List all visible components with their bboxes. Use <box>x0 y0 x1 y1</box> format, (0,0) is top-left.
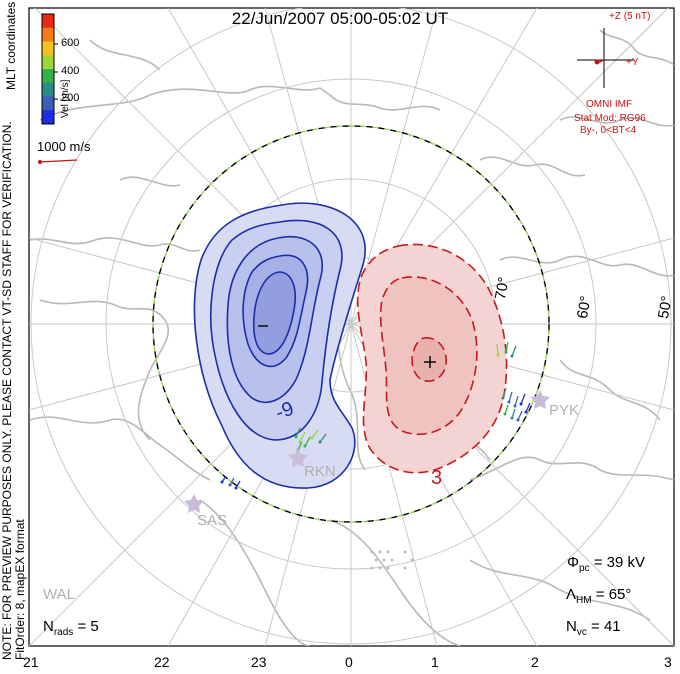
imf-z-label: +Z (5 nT) <box>609 11 651 22</box>
mlt-tick-1: 1 <box>431 654 439 670</box>
colorbar-tick-600: 600 <box>61 37 80 49</box>
imf-y-label: +Y <box>626 57 639 68</box>
hm-latitude-value: 65° <box>608 586 632 603</box>
mlt-tick-22: 22 <box>154 654 170 670</box>
hm-latitude: ΛHM = 65° <box>566 586 632 606</box>
coastlines <box>29 29 674 646</box>
mlt-tick-21: 21 <box>23 654 39 670</box>
radar-label-rkn: RKN <box>304 463 336 480</box>
field-of-view-dots <box>370 550 414 570</box>
imf-condition: By-, 0<BT<4 <box>580 125 637 136</box>
mlt-grid <box>29 8 674 646</box>
plot-title: 22/Jun/2007 05:00-05:02 UT <box>231 9 449 28</box>
colorbar-segment <box>42 69 54 84</box>
velocity-colorbar <box>42 14 54 125</box>
contour-label-positive: 3 <box>431 467 443 489</box>
vector-count-value: 41 <box>603 618 621 635</box>
colorbar-segment <box>42 82 54 97</box>
radar-sites <box>184 390 550 513</box>
stat-model: Stat Mod: RG96 <box>574 113 646 124</box>
positive-cell <box>356 243 508 474</box>
colorbar-segment <box>42 55 54 70</box>
colorbar-segment <box>42 110 54 125</box>
radar-label-pyk: PYK <box>549 402 580 419</box>
vector-scale-label: 1000 m/s <box>37 139 91 154</box>
potential-extrema <box>258 325 436 368</box>
vector-count: Nvc = 41 <box>566 618 621 638</box>
imf-source: OMNI IMF <box>586 99 633 110</box>
side-notes: NOTE: FOR PREVIEW PURPOSES ONLY. PLEASE … <box>0 121 27 660</box>
radar-count: Nrads = 5 <box>43 618 99 638</box>
mlt-tick-3: 3 <box>664 654 672 670</box>
vector-scale <box>38 159 78 164</box>
mlt-tick-0: 0 <box>345 654 353 670</box>
fit-order-note: FitOrder: 8, mapEX format <box>13 519 27 660</box>
radar-count-value: 5 <box>90 618 99 635</box>
colorbar-tick-200: 200 <box>61 92 80 104</box>
colorbar-segment <box>42 96 54 111</box>
mlt-tick-2: 2 <box>531 654 539 670</box>
hm-boundary-green <box>152 125 550 523</box>
colorbar-segment <box>42 27 54 42</box>
radar-label-sas: SAS <box>197 512 228 529</box>
colorbar-segment <box>42 14 54 29</box>
cross-polar-potential-value: 39 kV <box>606 554 645 571</box>
radar-label-wal: WAL <box>43 586 75 603</box>
colorbar-segment <box>42 41 54 56</box>
negative-cell <box>193 202 366 489</box>
mlt-tick-23: 23 <box>251 654 267 670</box>
coordinate-system-label: MLT coordinates <box>4 1 18 90</box>
imf-clock <box>577 28 634 88</box>
cross-polar-potential: Φpc = 39 kV <box>567 554 645 574</box>
colorbar-tick-400: 400 <box>61 65 80 77</box>
